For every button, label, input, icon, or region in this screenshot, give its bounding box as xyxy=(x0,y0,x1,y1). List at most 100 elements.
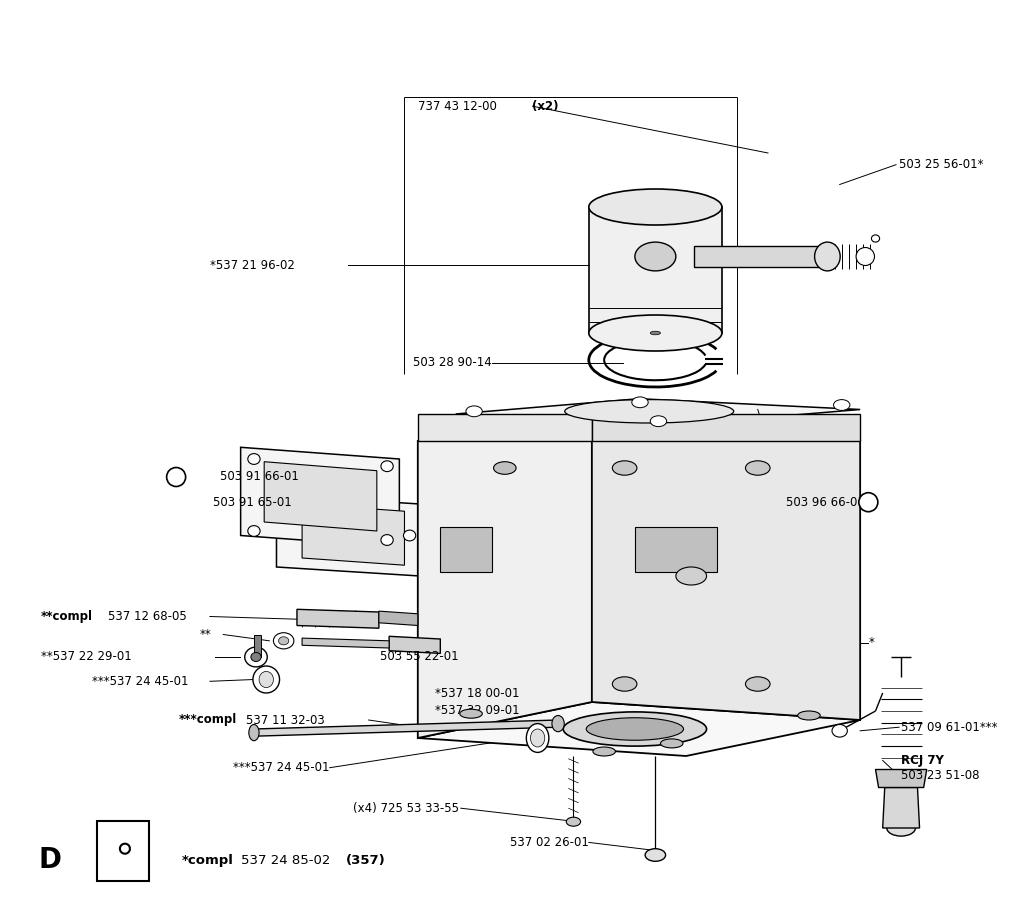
Polygon shape xyxy=(592,414,860,441)
Text: 503 28 90-14: 503 28 90-14 xyxy=(413,356,492,369)
Ellipse shape xyxy=(745,461,770,475)
Ellipse shape xyxy=(249,724,259,741)
Ellipse shape xyxy=(251,652,261,662)
Ellipse shape xyxy=(466,406,482,417)
Circle shape xyxy=(167,467,185,487)
Ellipse shape xyxy=(632,397,648,408)
Polygon shape xyxy=(635,526,717,572)
Ellipse shape xyxy=(856,248,874,266)
Ellipse shape xyxy=(552,716,564,732)
Ellipse shape xyxy=(381,461,393,472)
Polygon shape xyxy=(589,207,722,333)
Ellipse shape xyxy=(586,718,684,740)
Ellipse shape xyxy=(248,526,260,536)
Polygon shape xyxy=(883,788,920,828)
Text: 503 25 56-01*: 503 25 56-01* xyxy=(898,158,983,171)
Text: 537 11 32-03: 537 11 32-03 xyxy=(246,714,325,726)
Polygon shape xyxy=(241,447,399,547)
Text: *537 21 96-02: *537 21 96-02 xyxy=(210,259,295,272)
Text: *compl: *compl xyxy=(182,854,234,867)
Ellipse shape xyxy=(612,461,637,475)
Text: **537 22 29-01: **537 22 29-01 xyxy=(41,651,132,663)
Ellipse shape xyxy=(460,709,482,718)
Text: 503 91 66-01: 503 91 66-01 xyxy=(220,471,299,483)
Polygon shape xyxy=(418,441,592,738)
Polygon shape xyxy=(592,441,860,720)
Polygon shape xyxy=(456,399,860,425)
Text: 503 55 22-01: 503 55 22-01 xyxy=(380,651,459,663)
Polygon shape xyxy=(418,702,860,756)
Ellipse shape xyxy=(660,739,683,748)
Ellipse shape xyxy=(530,729,545,747)
Text: 737 43 12-00: 737 43 12-00 xyxy=(418,100,497,112)
Polygon shape xyxy=(297,609,379,628)
Text: 537 09 61-01***: 537 09 61-01*** xyxy=(901,721,997,734)
Ellipse shape xyxy=(589,189,722,225)
Text: ***compl: ***compl xyxy=(179,714,238,726)
Polygon shape xyxy=(440,526,492,572)
Polygon shape xyxy=(302,638,389,648)
Polygon shape xyxy=(264,462,377,531)
Text: 503 96 66-01: 503 96 66-01 xyxy=(786,496,865,508)
Ellipse shape xyxy=(253,666,280,693)
Ellipse shape xyxy=(381,535,393,545)
Text: *: * xyxy=(868,636,874,649)
Text: *537 32 09-01: *537 32 09-01 xyxy=(434,705,519,717)
Polygon shape xyxy=(302,504,404,565)
Ellipse shape xyxy=(635,242,676,271)
Text: 2: 2 xyxy=(865,497,871,508)
Ellipse shape xyxy=(887,820,915,836)
Ellipse shape xyxy=(494,462,516,474)
Ellipse shape xyxy=(566,817,581,826)
Ellipse shape xyxy=(745,677,770,691)
Polygon shape xyxy=(254,720,558,736)
Ellipse shape xyxy=(650,416,667,427)
Polygon shape xyxy=(276,495,420,576)
Ellipse shape xyxy=(273,633,294,649)
Text: **compl: **compl xyxy=(41,610,93,623)
Polygon shape xyxy=(418,414,592,441)
Text: 537 02 26-01: 537 02 26-01 xyxy=(510,836,589,849)
Circle shape xyxy=(859,492,878,512)
Ellipse shape xyxy=(589,315,722,351)
Ellipse shape xyxy=(593,747,615,756)
Ellipse shape xyxy=(831,724,847,737)
Ellipse shape xyxy=(676,567,707,585)
Text: **: ** xyxy=(200,628,211,641)
Ellipse shape xyxy=(650,331,660,335)
Polygon shape xyxy=(694,246,819,267)
Text: *537 18 00-01: *537 18 00-01 xyxy=(434,688,519,700)
Ellipse shape xyxy=(871,235,880,242)
Text: (x4) 725 53 33-55: (x4) 725 53 33-55 xyxy=(352,802,459,814)
Polygon shape xyxy=(876,770,927,788)
Text: 503 91 65-01: 503 91 65-01 xyxy=(213,496,292,508)
Bar xyxy=(97,821,150,880)
Text: ***537 24 45-01: ***537 24 45-01 xyxy=(233,761,330,774)
Ellipse shape xyxy=(248,454,260,464)
Ellipse shape xyxy=(403,530,416,541)
Ellipse shape xyxy=(259,671,273,688)
Text: I: I xyxy=(125,827,131,847)
Polygon shape xyxy=(389,636,440,653)
Polygon shape xyxy=(254,634,261,657)
Ellipse shape xyxy=(279,637,289,644)
Text: RCJ 7Y: RCJ 7Y xyxy=(901,754,944,767)
Text: 503 23 51-08: 503 23 51-08 xyxy=(901,770,980,782)
Text: (357): (357) xyxy=(346,854,386,867)
Text: D: D xyxy=(39,846,61,875)
Ellipse shape xyxy=(612,677,637,691)
Text: 537 24 85-02: 537 24 85-02 xyxy=(241,854,330,867)
Text: 2: 2 xyxy=(173,472,179,482)
Ellipse shape xyxy=(645,849,666,861)
Ellipse shape xyxy=(563,712,707,746)
Ellipse shape xyxy=(815,242,840,271)
Text: ***537 24 45-01: ***537 24 45-01 xyxy=(92,675,188,688)
Text: (x2): (x2) xyxy=(532,100,559,112)
Ellipse shape xyxy=(526,724,549,752)
Ellipse shape xyxy=(798,711,820,720)
Ellipse shape xyxy=(565,400,733,423)
Ellipse shape xyxy=(834,400,850,410)
Text: 537 12 68-05: 537 12 68-05 xyxy=(108,610,186,623)
Ellipse shape xyxy=(245,647,267,667)
Polygon shape xyxy=(379,611,418,625)
